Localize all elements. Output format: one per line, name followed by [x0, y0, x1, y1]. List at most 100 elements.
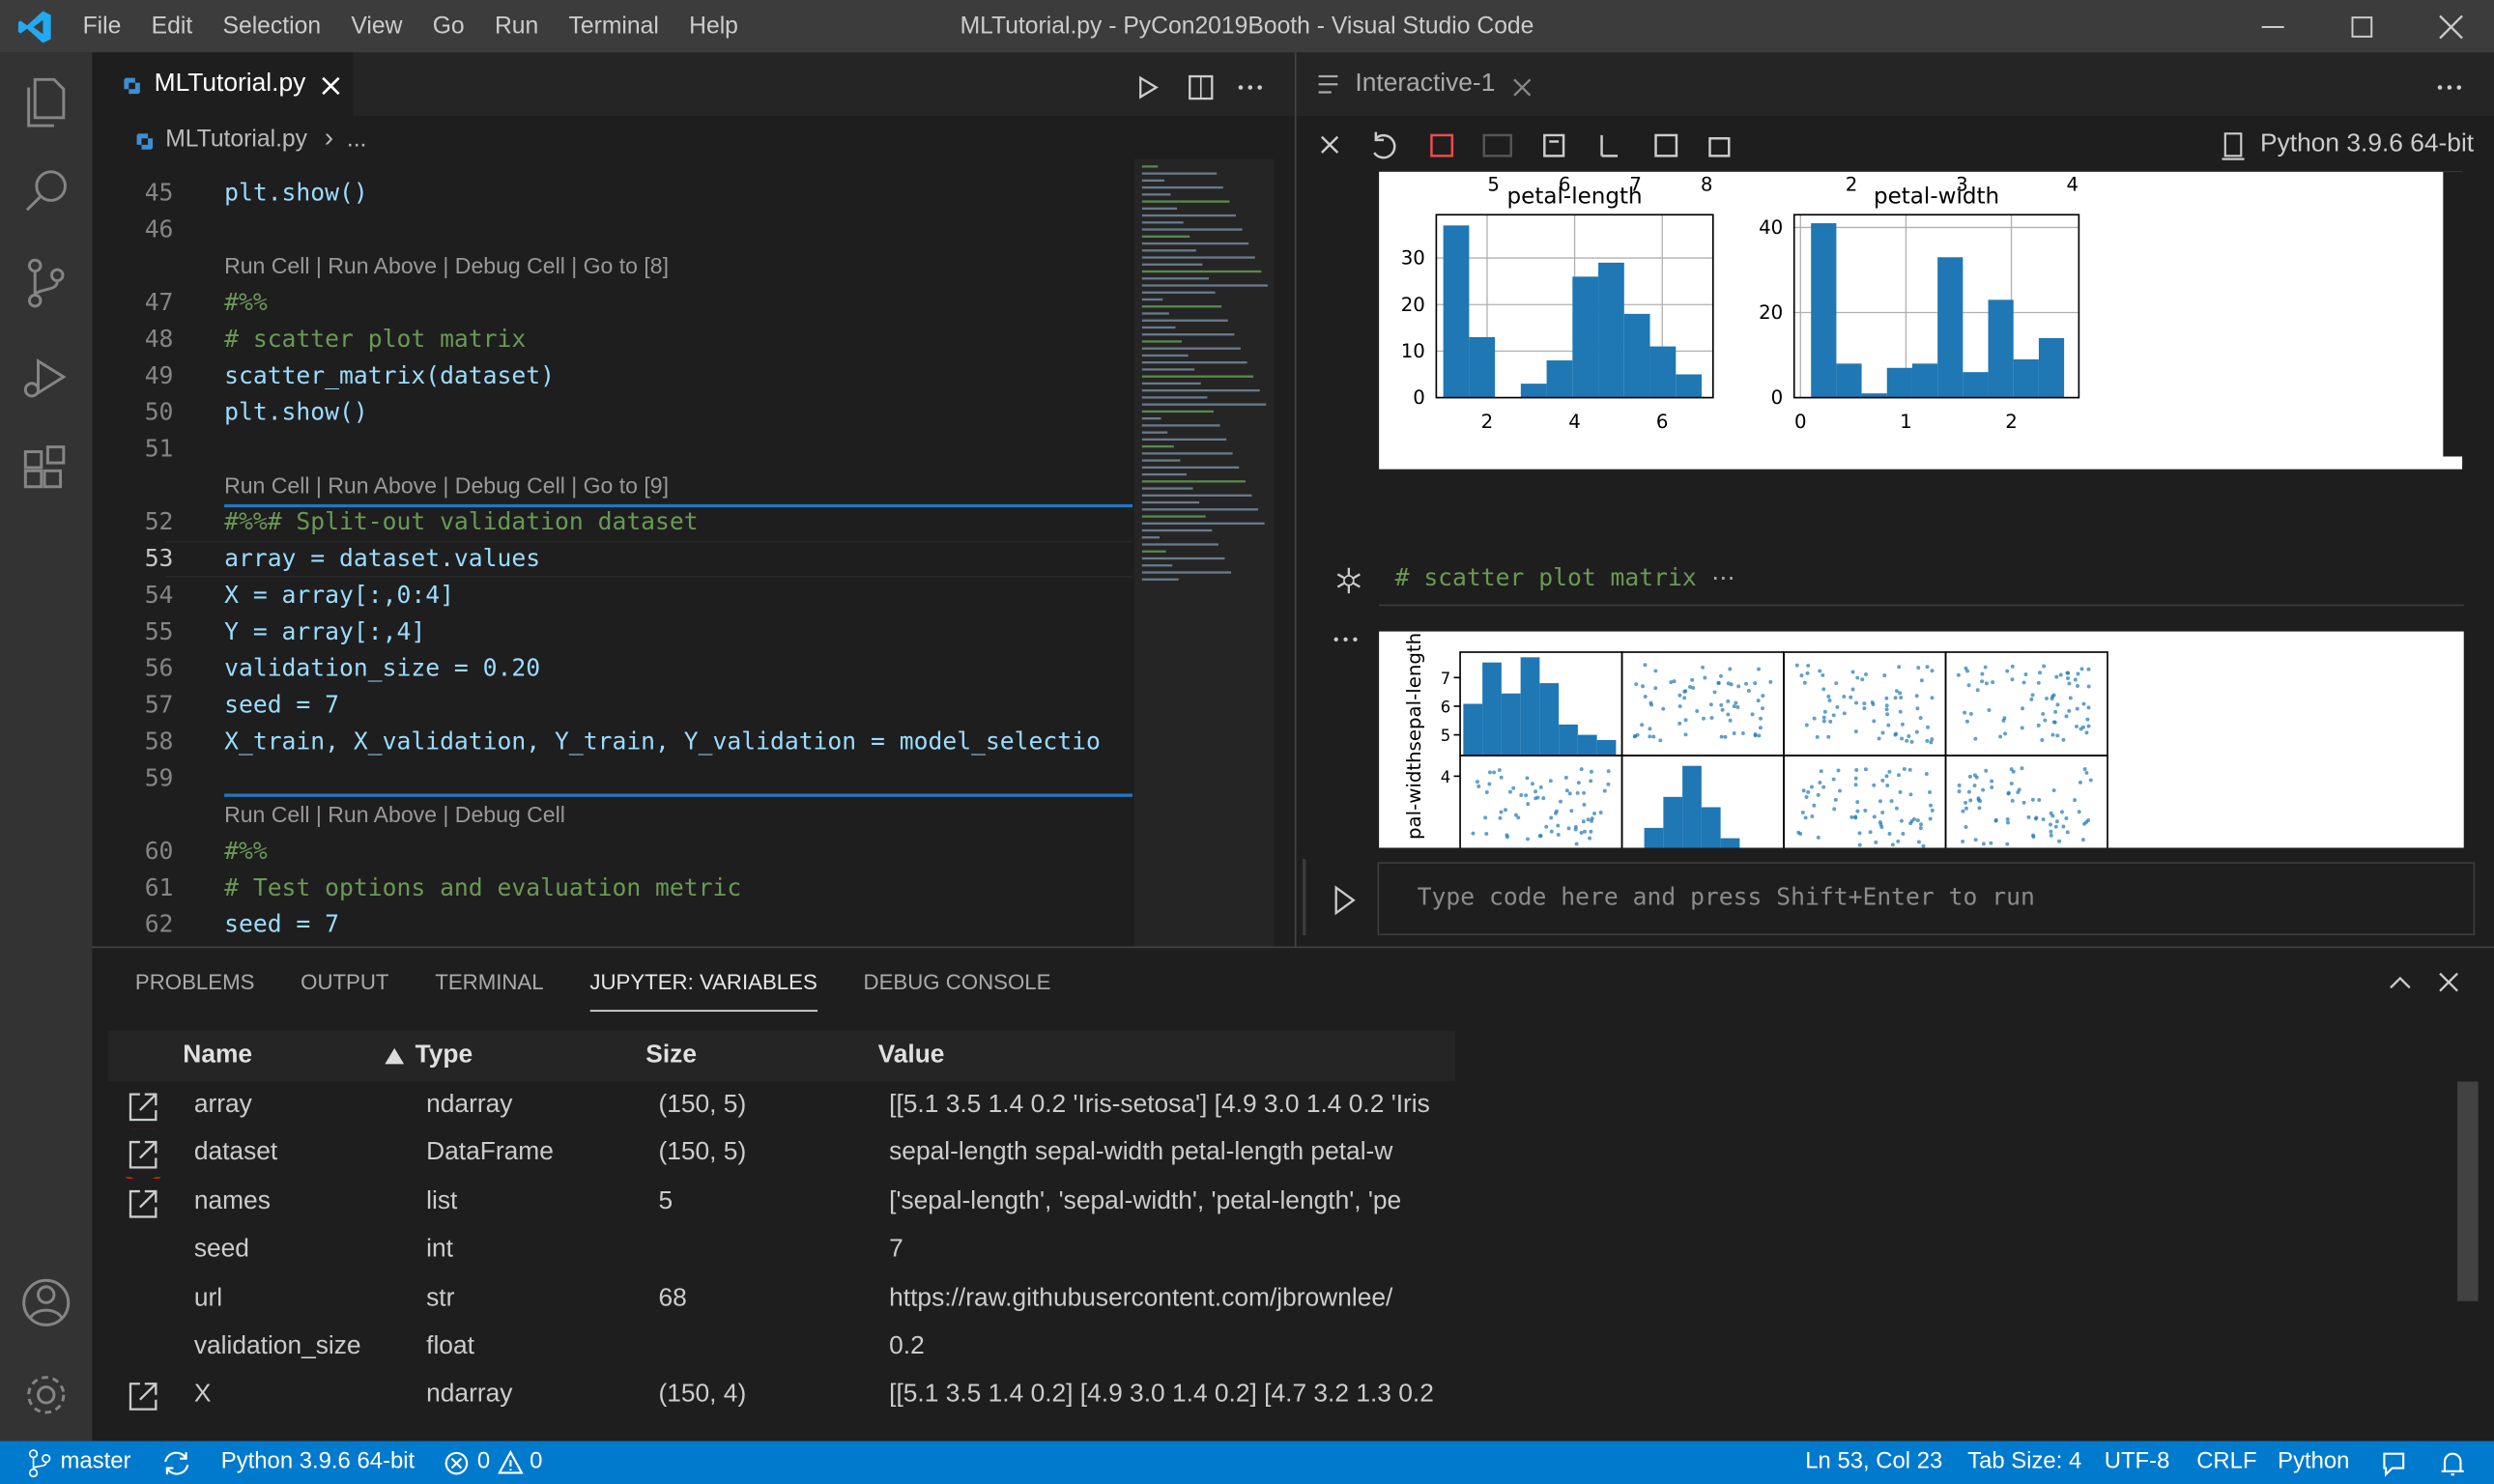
line-ending[interactable]: CRLF: [2196, 1448, 2257, 1475]
editor-actions[interactable]: [1113, 70, 1280, 104]
minimap-line: [1141, 444, 1174, 448]
sync-icon[interactable]: [159, 1447, 194, 1479]
matrix-point: [1606, 782, 1611, 786]
menu-item[interactable]: Edit: [151, 13, 193, 41]
data-viewer-button[interactable]: [126, 1090, 160, 1125]
matrix-point: [1589, 829, 1593, 834]
minimap-line: [1141, 221, 1184, 224]
collapsed-marker[interactable]: ⋯: [1711, 564, 1735, 592]
cell-gutter-icon[interactable]: [1333, 563, 1364, 598]
column-header[interactable]: Size: [645, 1042, 697, 1070]
menu-item[interactable]: Selection: [222, 13, 322, 41]
code-lens[interactable]: Run Cell | Run Above | Debug Cell | Go t…: [224, 251, 670, 278]
run-input[interactable]: [1328, 883, 1360, 918]
data-viewer-button[interactable]: [126, 1186, 160, 1221]
variable-row[interactable]: [107, 1226, 1456, 1274]
output-more[interactable]: [1328, 628, 1362, 650]
matrix-point: [2001, 718, 2006, 723]
variable-row[interactable]: [107, 1371, 1456, 1420]
panel-tab[interactable]: TERMINAL: [435, 970, 544, 994]
matrix-point: [1900, 736, 1905, 741]
matrix-point: [1964, 800, 1968, 805]
matrix-point: [1860, 677, 1865, 682]
matrix-point: [1538, 785, 1543, 789]
matrix-point: [1683, 718, 1688, 723]
variable-row[interactable]: [107, 1081, 1456, 1129]
interactive-tab-label[interactable]: Interactive-1: [1355, 70, 1496, 98]
interpreter[interactable]: Python 3.9.6 64-bit: [220, 1448, 416, 1475]
more-actions[interactable]: [2425, 70, 2473, 104]
y-tick-label: 0: [1771, 386, 1784, 409]
matrix-point: [2057, 839, 2062, 843]
tab-close-icon[interactable]: [1512, 78, 1532, 98]
matrix-point: [2017, 787, 2021, 792]
variable-row[interactable]: [107, 1274, 1456, 1324]
status-icons[interactable]: [2378, 1445, 2474, 1480]
variable-row[interactable]: [107, 1178, 1456, 1226]
variable-row[interactable]: [107, 1323, 1456, 1372]
editor-tab-label[interactable]: MLTutorial.py: [154, 70, 306, 98]
column-header[interactable]: Name: [183, 1042, 253, 1070]
data-viewer-button[interactable]: [126, 1138, 160, 1173]
input-box[interactable]: [1377, 862, 2476, 936]
matrix-point: [1483, 815, 1488, 820]
minimap-line: [1141, 326, 1176, 329]
panel-tab[interactable]: PROBLEMS: [134, 970, 255, 994]
menu-item[interactable]: Terminal: [568, 13, 659, 41]
matrix-point: [1899, 696, 1904, 699]
matrix-histogram-bar: [1559, 724, 1578, 756]
matrix-point: [1579, 767, 1584, 772]
matrix-point: [2010, 798, 2015, 803]
matrix-point: [2077, 810, 2081, 814]
line-number: 50: [144, 396, 174, 426]
matrix-point: [1928, 790, 1932, 794]
encoding[interactable]: UTF-8: [2104, 1448, 2170, 1475]
matrix-histogram-bar: [1501, 693, 1521, 756]
matrix-point: [1648, 700, 1653, 705]
kernel-name[interactable]: Python 3.9.6 64-bit: [2260, 129, 2475, 157]
tab-size[interactable]: Tab Size: 4: [1967, 1448, 2082, 1475]
panel-actions[interactable]: [2378, 964, 2474, 1003]
menu-item[interactable]: Help: [689, 13, 738, 41]
column-header[interactable]: Type: [415, 1042, 473, 1070]
panel-tab[interactable]: OUTPUT: [301, 970, 389, 994]
matrix-point: [1973, 838, 1978, 842]
window-controls[interactable]: [2250, 10, 2473, 44]
matrix-point: [1688, 685, 1692, 690]
variable-row[interactable]: [107, 1129, 1456, 1178]
error-count[interactable]: 0: [476, 1448, 491, 1475]
code-lens[interactable]: Run Cell | Run Above | Debug Cell | Go t…: [224, 471, 670, 498]
menu-item[interactable]: Run: [494, 13, 539, 41]
tab-close-icon[interactable]: [320, 74, 342, 97]
menu-item[interactable]: File: [82, 13, 122, 41]
matrix-point: [1653, 669, 1658, 673]
matrix-point: [1815, 734, 1820, 739]
activity-icons[interactable]: [0, 52, 92, 1441]
minimap-line: [1141, 186, 1223, 189]
variable-size: (150, 5): [658, 1091, 747, 1119]
language-mode[interactable]: Python: [2278, 1448, 2350, 1475]
matrix-point: [1968, 711, 1973, 716]
x-tick-label: 2: [1481, 411, 1494, 433]
cursor-position[interactable]: Ln 53, Col 23: [1805, 1448, 1943, 1475]
interactive-toolbar[interactable]: [1312, 128, 1741, 166]
histogram-bar: [1911, 363, 1938, 398]
panel-tab[interactable]: JUPYTER: VARIABLES: [589, 964, 817, 1013]
code-lens[interactable]: Run Cell | Run Above | Debug Cell: [224, 800, 565, 827]
menu-item[interactable]: Go: [432, 13, 465, 41]
matrix-point: [1487, 782, 1492, 786]
panel-tab[interactable]: DEBUG CONSOLE: [863, 970, 1051, 994]
data-viewer-button[interactable]: [126, 1380, 160, 1414]
matrix-point: [1634, 682, 1639, 687]
menu-item[interactable]: View: [351, 13, 403, 41]
matrix-histogram-bar: [1596, 739, 1617, 756]
breadcrumb-more[interactable]: ...: [346, 126, 367, 154]
breadcrumb-file[interactable]: MLTutorial.py: [165, 126, 308, 154]
matrix-point: [1566, 826, 1571, 831]
column-header[interactable]: Value: [877, 1042, 945, 1070]
minimap-line: [1141, 298, 1163, 301]
branch[interactable]: master: [60, 1448, 131, 1475]
matrix-point: [1498, 815, 1503, 820]
warning-count[interactable]: 0: [530, 1448, 543, 1475]
matrix-point: [1726, 712, 1731, 717]
